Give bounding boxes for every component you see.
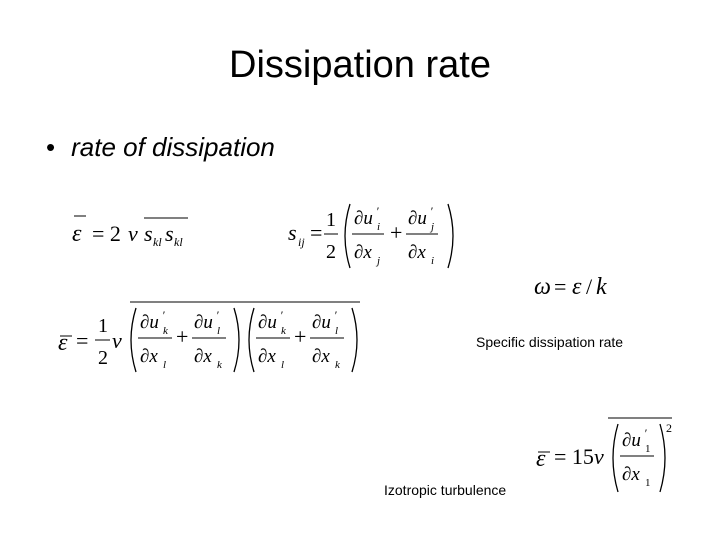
svg-text:∂x: ∂x xyxy=(354,242,372,263)
svg-text:ε: ε xyxy=(536,446,546,472)
svg-text:+: + xyxy=(294,324,306,349)
svg-text:i: i xyxy=(377,221,380,233)
svg-text:= 15: = 15 xyxy=(554,444,594,469)
svg-text:k: k xyxy=(281,325,287,337)
svg-text:j: j xyxy=(429,221,434,233)
svg-text:1: 1 xyxy=(98,315,108,337)
bullet-text: rate of dissipation xyxy=(71,132,275,162)
svg-text:j: j xyxy=(375,255,380,267)
svg-text:∂x: ∂x xyxy=(312,346,330,367)
svg-text:s: s xyxy=(165,221,174,246)
svg-text:=: = xyxy=(76,328,88,353)
svg-text:∂x: ∂x xyxy=(408,242,426,263)
svg-text:ν: ν xyxy=(112,328,122,353)
svg-text:1: 1 xyxy=(645,443,651,455)
svg-text:= 2: = 2 xyxy=(92,221,121,246)
svg-text:ε: ε xyxy=(72,221,82,247)
svg-text:kl: kl xyxy=(174,235,183,249)
svg-text:1: 1 xyxy=(326,209,336,231)
svg-text:∂x: ∂x xyxy=(140,346,158,367)
svg-text:′: ′ xyxy=(430,204,433,218)
equation-expanded-dissipation: ε = 1 2 ν ∂u ′ k ∂x l + ∂u ′ l ∂x k ∂u ′… xyxy=(54,298,366,384)
svg-text:kl: kl xyxy=(153,235,162,249)
svg-text:∂x: ∂x xyxy=(194,346,212,367)
svg-text:∂u: ∂u xyxy=(258,312,277,333)
svg-text:ij: ij xyxy=(298,235,305,249)
equation-isotropic: ε = 15 ν ∂u ′ 1 ∂x 1 2 xyxy=(532,412,682,502)
svg-text:2: 2 xyxy=(98,347,108,369)
svg-text:ε: ε xyxy=(58,330,68,356)
svg-text:l: l xyxy=(217,325,220,337)
svg-text:∂u: ∂u xyxy=(194,312,213,333)
svg-text:∂u: ∂u xyxy=(312,312,331,333)
bullet-marker: • xyxy=(46,132,56,162)
svg-text:∂x: ∂x xyxy=(258,346,276,367)
svg-text:∂u: ∂u xyxy=(140,312,159,333)
svg-text:+: + xyxy=(176,324,188,349)
svg-text:s: s xyxy=(144,221,153,246)
svg-text:∂u: ∂u xyxy=(408,208,427,229)
equation-omega: ω = ε / k xyxy=(534,272,620,308)
svg-text:ε: ε xyxy=(572,274,582,300)
svg-text:∂x: ∂x xyxy=(622,464,640,485)
svg-text:′: ′ xyxy=(216,308,219,322)
svg-text:k: k xyxy=(217,359,223,371)
equation-strain-rate: s ij = 1 2 ∂u ′ i ∂x j + ∂u ′ j ∂x i xyxy=(288,198,470,280)
svg-text:k: k xyxy=(335,359,341,371)
svg-text:ν: ν xyxy=(594,444,604,469)
slide-title: Dissipation rate xyxy=(229,44,491,86)
svg-text:1: 1 xyxy=(645,477,651,489)
svg-text:ω: ω xyxy=(534,274,551,300)
svg-text:=: = xyxy=(554,274,566,299)
caption-specific-dissipation: Specific dissipation rate xyxy=(476,334,624,350)
svg-text:k: k xyxy=(596,274,607,300)
svg-text:′: ′ xyxy=(162,308,165,322)
svg-text:i: i xyxy=(431,255,434,267)
svg-text:l: l xyxy=(281,359,284,371)
svg-text:s: s xyxy=(288,220,297,245)
bullet-item: • rate of dissipation xyxy=(46,132,275,163)
svg-text:+: + xyxy=(390,220,402,245)
svg-text:ν: ν xyxy=(128,221,138,246)
equation-mean-dissipation: ε = 2 ν s kl s kl xyxy=(72,208,202,258)
svg-text:′: ′ xyxy=(280,308,283,322)
svg-text:l: l xyxy=(163,359,166,371)
svg-text:′: ′ xyxy=(334,308,337,322)
svg-text:/: / xyxy=(586,274,593,299)
svg-text:l: l xyxy=(335,325,338,337)
svg-text:=: = xyxy=(310,220,322,245)
svg-text:′: ′ xyxy=(376,204,379,218)
svg-text:2: 2 xyxy=(326,241,336,263)
svg-text:2: 2 xyxy=(666,421,672,435)
svg-text:∂u: ∂u xyxy=(622,430,641,451)
svg-text:k: k xyxy=(163,325,169,337)
caption-isotropic-turbulence: Izotropic turbulence xyxy=(384,482,507,498)
svg-text:∂u: ∂u xyxy=(354,208,373,229)
svg-text:′: ′ xyxy=(644,426,647,440)
